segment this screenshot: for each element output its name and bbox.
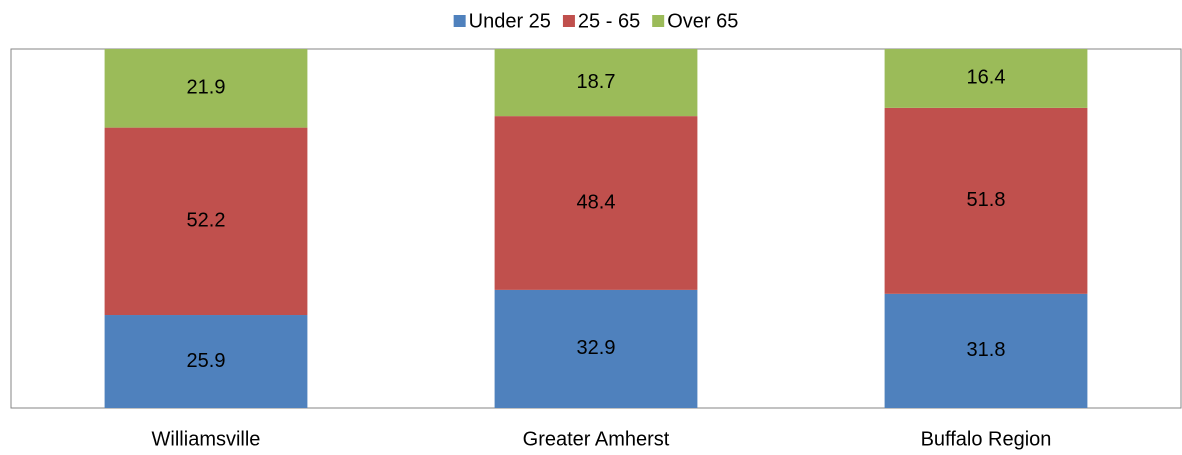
- bar-segment: [104, 127, 308, 316]
- x-tick-label: Buffalo Region: [921, 428, 1052, 450]
- bar-segment: [884, 107, 1088, 294]
- bar-segment: [104, 49, 308, 128]
- legend-label: Under 25: [469, 10, 551, 32]
- legend-swatch: [562, 15, 575, 27]
- x-tick-label: Greater Amherst: [523, 428, 670, 450]
- data-label: 16.4: [967, 67, 1006, 89]
- data-label: 31.8: [967, 339, 1006, 361]
- bar-segment: [884, 49, 1088, 108]
- x-tick-label: Williamsville: [152, 428, 261, 450]
- data-label: 25.9: [187, 350, 226, 372]
- legend-label: 25 - 65: [578, 10, 640, 32]
- data-label: 52.2: [187, 210, 226, 232]
- bar-segment: [494, 116, 698, 290]
- data-label: 48.4: [577, 191, 616, 213]
- legend-swatch: [453, 15, 466, 27]
- legend-swatch: [652, 15, 665, 27]
- data-label: 18.7: [577, 71, 616, 93]
- legend-label: Over 65: [667, 10, 738, 32]
- bar-segment: [494, 289, 698, 408]
- data-label: 21.9: [187, 77, 226, 99]
- data-label: 32.9: [577, 337, 616, 359]
- data-label: 51.8: [967, 189, 1006, 211]
- bar-segment: [494, 49, 698, 117]
- bar-segment: [884, 293, 1088, 408]
- bar-segment: [104, 315, 308, 408]
